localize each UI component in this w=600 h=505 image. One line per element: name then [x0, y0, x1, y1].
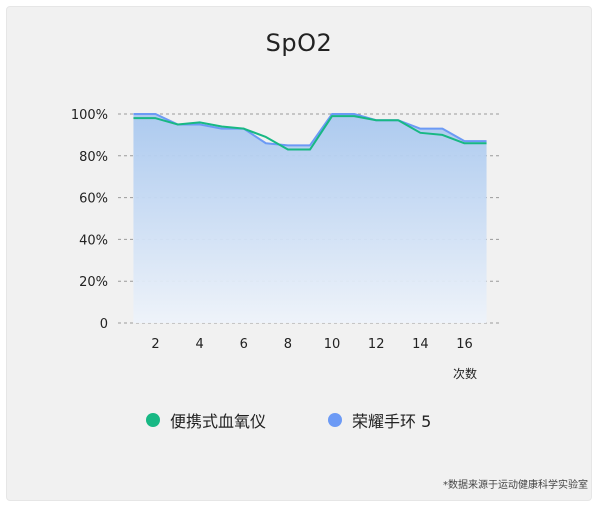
- y-tick-label: 100%: [71, 108, 108, 123]
- series-line-1: [133, 115, 487, 151]
- area-fill: [133, 114, 487, 323]
- legend-label: 荣耀手环 5: [352, 412, 432, 431]
- x-axis-label: 次数: [453, 366, 477, 381]
- legend-item-honor-band-5: 荣耀手环 5: [328, 408, 431, 432]
- legend-label: 便携式血氧仪: [170, 412, 267, 431]
- x-tick-label: 4: [196, 337, 204, 352]
- y-tick-label: 0: [100, 317, 108, 332]
- x-tick-label: 8: [284, 337, 292, 352]
- y-tick-label: 20%: [79, 275, 108, 290]
- x-tick-label: 10: [324, 337, 341, 352]
- x-tick-label: 14: [412, 337, 429, 352]
- x-tick-label: 2: [151, 337, 159, 352]
- x-tick-label: 6: [240, 337, 248, 352]
- y-tick-label: 80%: [79, 150, 108, 165]
- y-tick-label: 60%: [79, 192, 108, 207]
- data-source-footnote: *数据来源于运动健康科学实验室: [443, 480, 588, 491]
- chart-title: SpO2: [265, 29, 333, 57]
- legend-marker-blue: [328, 413, 342, 427]
- series-line-2: [133, 113, 487, 147]
- legend-item-portable-oximeter: 便携式血氧仪: [146, 408, 266, 432]
- y-tick-label: 40%: [79, 233, 108, 248]
- x-tick-label: 12: [368, 337, 385, 352]
- legend-marker-green: [146, 413, 160, 427]
- x-tick-label: 16: [456, 337, 473, 352]
